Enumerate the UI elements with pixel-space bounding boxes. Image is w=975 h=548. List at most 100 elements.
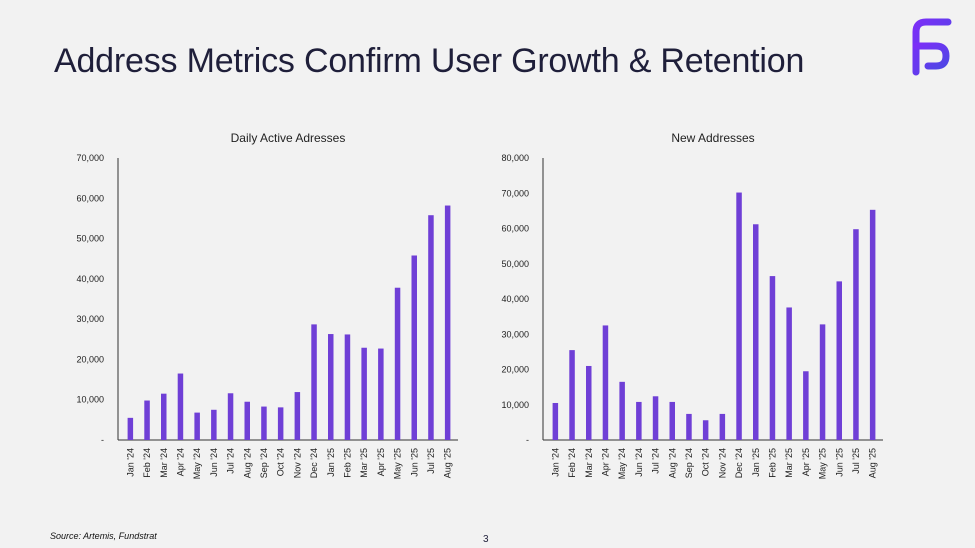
chart-title: Daily Active Adresses (231, 131, 346, 145)
x-tick-label: Jun '25 (834, 448, 844, 477)
y-tick-label: - (101, 435, 104, 445)
bar (361, 347, 367, 440)
x-tick-label: Nov '24 (717, 448, 727, 478)
source-note: Source: Artemis, Fundstrat (50, 531, 157, 541)
x-tick-label: Nov '24 (292, 448, 302, 478)
y-tick-label: 20,000 (501, 365, 529, 375)
bar (719, 413, 726, 440)
bar (378, 348, 384, 440)
bar (177, 373, 184, 440)
y-tick-label: 20,000 (76, 354, 104, 364)
x-tick-label: Apr '25 (376, 448, 386, 476)
bar (144, 400, 150, 440)
bar (244, 401, 250, 440)
bar (602, 325, 609, 440)
y-tick-label: 40,000 (76, 274, 104, 284)
x-tick-label: Oct '24 (701, 448, 711, 476)
x-tick-label: Feb '24 (567, 448, 577, 478)
bar (552, 402, 559, 440)
y-tick-label: 80,000 (501, 153, 529, 163)
page-title: Address Metrics Confirm User Growth & Re… (54, 42, 805, 80)
bar (294, 392, 301, 440)
x-tick-label: Mar '25 (359, 448, 369, 478)
x-tick-label: Sep '24 (259, 448, 269, 478)
y-tick-label: 70,000 (501, 188, 529, 198)
x-tick-label: May '24 (192, 448, 202, 479)
bar (652, 396, 659, 440)
x-tick-label: Jul '24 (651, 448, 661, 474)
y-tick-label: 60,000 (76, 193, 104, 203)
y-tick-label: 50,000 (501, 259, 529, 269)
bar (127, 417, 134, 440)
bar (344, 334, 351, 440)
bar (394, 287, 401, 440)
x-tick-label: Jul '24 (226, 448, 236, 474)
bar (819, 324, 826, 440)
y-tick-label: 10,000 (501, 400, 529, 410)
x-tick-label: Aug '24 (667, 448, 677, 478)
page-number: 3 (483, 534, 489, 545)
x-tick-label: Feb '24 (142, 448, 152, 478)
bar (836, 281, 842, 440)
bar (753, 224, 759, 440)
bar (328, 334, 334, 440)
x-tick-label: Apr '24 (175, 448, 185, 476)
bar (669, 401, 675, 440)
y-tick-label: 30,000 (76, 314, 104, 324)
x-tick-label: Jun '24 (209, 448, 219, 477)
x-tick-label: May '24 (617, 448, 627, 479)
bar (636, 401, 642, 440)
x-tick-label: Apr '24 (600, 448, 610, 476)
bar (853, 229, 859, 440)
y-tick-label: - (526, 435, 529, 445)
daily-active-addresses-chart: Daily Active Adresses - 10,000 20,000 30,000… (76, 131, 458, 479)
bar (569, 350, 575, 440)
bar (161, 393, 167, 440)
y-tick-label: 10,000 (76, 395, 104, 405)
x-tick-label: Jul '25 (426, 448, 436, 474)
x-tick-label: Mar '24 (159, 448, 169, 478)
x-tick-label: Jun '24 (634, 448, 644, 477)
y-tick-label: 40,000 (501, 294, 529, 304)
y-tick-label: 50,000 (76, 234, 104, 244)
bar (702, 420, 709, 440)
x-tick-label: Feb '25 (342, 448, 352, 478)
x-tick-label: Sep '24 (684, 448, 694, 478)
bar (444, 205, 451, 440)
x-tick-label: Aug '25 (443, 448, 453, 478)
bar (194, 412, 200, 440)
y-tick-label: 60,000 (501, 224, 529, 234)
bar (769, 276, 776, 440)
x-tick-label: Jan '24 (125, 448, 135, 477)
y-tick-label: 70,000 (76, 153, 104, 163)
chart-title: New Addresses (671, 131, 754, 145)
bar (261, 406, 267, 440)
x-tick-label: May '25 (393, 448, 403, 479)
x-tick-label: Jul '25 (851, 448, 861, 474)
x-tick-label: Jan '25 (751, 448, 761, 477)
y-tick-label: 30,000 (501, 329, 529, 339)
bar (311, 324, 317, 440)
bar (277, 407, 284, 440)
new-addresses-chart: New Addresses - 10,000 20,000 30,000 40,000 50… (501, 131, 883, 479)
x-tick-label: Aug '24 (242, 448, 252, 478)
x-tick-label: Mar '25 (784, 448, 794, 478)
bar (686, 413, 692, 440)
bar (619, 381, 625, 440)
x-tick-label: Aug '25 (868, 448, 878, 478)
fundstrat-logo-icon (912, 18, 952, 76)
bar (428, 215, 434, 440)
x-tick-label: Jun '25 (409, 448, 419, 477)
bar (869, 209, 876, 440)
bar (586, 365, 592, 440)
x-tick-label: Jan '24 (550, 448, 560, 477)
bar (211, 409, 217, 440)
bar (803, 371, 809, 440)
x-tick-label: Oct '24 (276, 448, 286, 476)
x-tick-label: Apr '25 (801, 448, 811, 476)
bar (227, 393, 234, 440)
x-tick-label: Feb '25 (767, 448, 777, 478)
x-tick-label: May '25 (818, 448, 828, 479)
bar (786, 307, 792, 440)
bar (411, 255, 417, 440)
